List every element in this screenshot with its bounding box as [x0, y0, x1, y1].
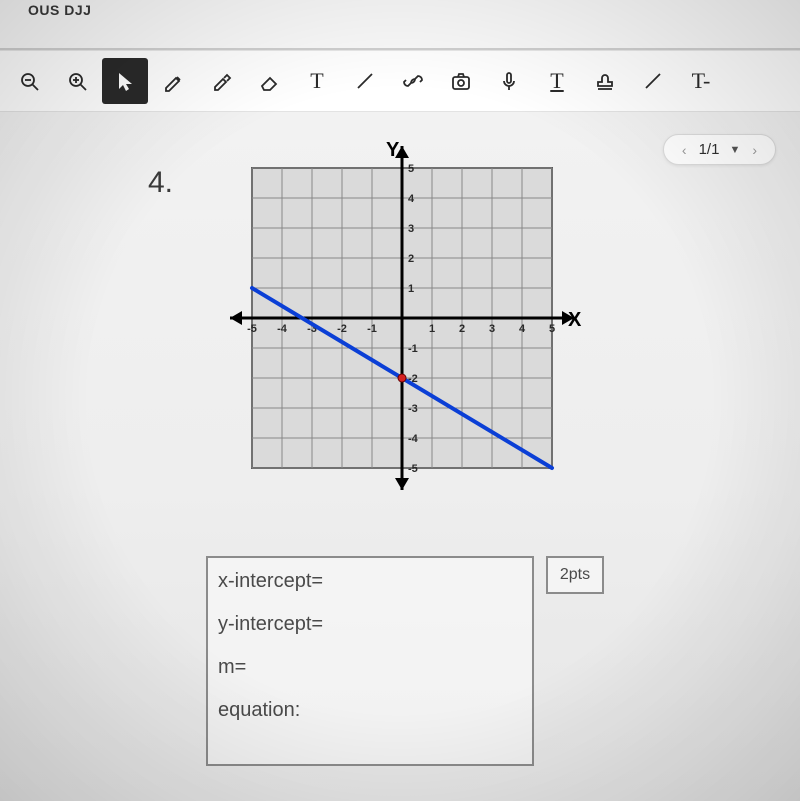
coordinate-graph: -5-4-3-2-112345-5-4-3-2-112345YX: [212, 138, 592, 538]
text-cursor-icon[interactable]: T-: [678, 58, 724, 104]
svg-text:2: 2: [459, 323, 465, 335]
svg-text:-1: -1: [408, 343, 418, 355]
mic-icon[interactable]: [486, 58, 532, 104]
equation-prompt: equation:: [218, 699, 522, 722]
zoom-out-icon[interactable]: [6, 58, 52, 104]
svg-text:4: 4: [519, 323, 526, 335]
svg-text:-4: -4: [277, 323, 288, 335]
svg-text:5: 5: [408, 163, 414, 175]
draw-line-icon[interactable]: [630, 58, 676, 104]
svg-text:4: 4: [408, 193, 415, 205]
toolbar: T T T-: [0, 50, 800, 112]
answer-box[interactable]: x-intercept= y-intercept= m= equation:: [206, 556, 534, 766]
workspace: ‹ 1/1 ▼ › 4. -5-4-3-2-112345-5-4-3-2-112…: [0, 112, 800, 801]
top-partial-bar: OUS DJJ: [0, 0, 800, 50]
svg-text:Y: Y: [386, 139, 400, 161]
zoom-in-icon[interactable]: [54, 58, 100, 104]
link-icon[interactable]: [390, 58, 436, 104]
svg-text:3: 3: [408, 223, 414, 235]
stamp-icon[interactable]: [582, 58, 628, 104]
underline-text-icon[interactable]: T: [534, 58, 580, 104]
svg-text:-4: -4: [408, 433, 419, 445]
eraser-icon[interactable]: [246, 58, 292, 104]
x-intercept-prompt: x-intercept=: [218, 570, 522, 593]
svg-text:3: 3: [489, 323, 495, 335]
svg-text:-3: -3: [408, 403, 418, 415]
svg-text:-5: -5: [408, 463, 418, 475]
page-prev-button[interactable]: ‹: [678, 142, 691, 158]
y-intercept-prompt: y-intercept=: [218, 613, 522, 636]
points-badge: 2pts: [546, 556, 604, 594]
highlighter-icon[interactable]: [198, 58, 244, 104]
svg-text:1: 1: [429, 323, 435, 335]
line-tool-icon[interactable]: [342, 58, 388, 104]
svg-text:X: X: [568, 309, 582, 331]
page-next-button[interactable]: ›: [748, 142, 761, 158]
svg-text:-2: -2: [337, 323, 347, 335]
svg-text:2: 2: [408, 253, 414, 265]
page-indicator-label: 1/1: [699, 141, 720, 158]
svg-text:5: 5: [549, 323, 555, 335]
graph-svg: -5-4-3-2-112345-5-4-3-2-112345YX: [212, 138, 592, 538]
top-partial-text: OUS DJJ: [28, 2, 91, 18]
svg-text:1: 1: [408, 283, 414, 295]
cursor-icon[interactable]: [102, 58, 148, 104]
svg-text:-5: -5: [247, 323, 257, 335]
question-number: 4.: [148, 166, 173, 200]
page-navigator[interactable]: ‹ 1/1 ▼ ›: [663, 134, 776, 165]
camera-icon[interactable]: [438, 58, 484, 104]
slope-prompt: m=: [218, 656, 522, 679]
pen-icon[interactable]: [150, 58, 196, 104]
svg-text:-1: -1: [367, 323, 377, 335]
text-icon[interactable]: T: [294, 58, 340, 104]
chevron-down-icon[interactable]: ▼: [729, 144, 740, 156]
